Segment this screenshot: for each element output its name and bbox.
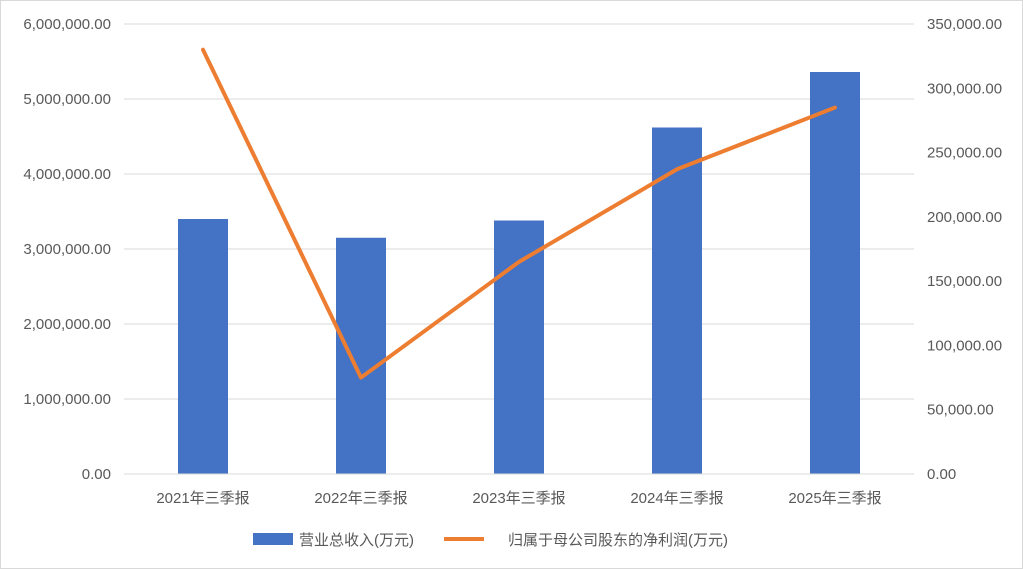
left-tick-label: 2,000,000.00 <box>23 316 111 333</box>
right-tick-label: 300,000.00 <box>927 80 1002 97</box>
x-tick-label: 2024年三季报 <box>630 490 723 507</box>
bar <box>652 127 702 474</box>
left-tick-label: 3,000,000.00 <box>23 241 111 258</box>
left-tick-label: 6,000,000.00 <box>23 16 111 33</box>
left-tick-label: 1,000,000.00 <box>23 391 111 408</box>
legend-label-revenue: 营业总收入(万元) <box>299 532 414 549</box>
left-tick-label: 4,000,000.00 <box>23 166 111 183</box>
left-tick-label: 5,000,000.00 <box>23 91 111 108</box>
bar <box>336 237 386 474</box>
line-point <box>676 168 678 170</box>
x-tick-label: 2023年三季报 <box>472 490 565 507</box>
x-tick-label: 2025年三季报 <box>788 490 881 507</box>
left-tick-label: 0.00 <box>82 466 111 483</box>
legend-swatch-revenue <box>253 533 293 545</box>
x-axis-ticks: 2021年三季报 2022年三季报 2023年三季报 2024年三季报 2025年三季报 <box>124 473 914 507</box>
bar <box>810 72 860 474</box>
x-tick-label: 2021年三季报 <box>156 490 249 507</box>
legend: 营业总收入(万元) 归属于母公司股东的净利润(万元) <box>253 532 728 549</box>
right-tick-label: 0.00 <box>927 466 956 483</box>
bar-series <box>178 72 860 474</box>
right-axis-ticks: 0.00 50,000.00 100,000.00 150,000.00 200,000… <box>927 16 1002 483</box>
x-tick-label: 2022年三季报 <box>314 490 407 507</box>
right-tick-label: 250,000.00 <box>927 145 1002 162</box>
line-series <box>201 47 837 380</box>
right-tick-label: 350,000.00 <box>927 16 1002 33</box>
bar <box>494 220 544 474</box>
right-tick-label: 200,000.00 <box>927 209 1002 226</box>
line-point <box>518 261 520 263</box>
right-tick-label: 150,000.00 <box>927 273 1002 290</box>
right-tick-label: 100,000.00 <box>927 337 1002 354</box>
right-tick-label: 50,000.00 <box>927 402 994 419</box>
line-point <box>360 377 362 379</box>
bar <box>178 219 228 474</box>
left-axis-ticks: 0.00 1,000,000.00 2,000,000.00 3,000,000.00… <box>23 16 111 483</box>
line-point <box>202 49 204 51</box>
line-point <box>834 107 836 109</box>
legend-label-profit: 归属于母公司股东的净利润(万元) <box>508 532 728 549</box>
